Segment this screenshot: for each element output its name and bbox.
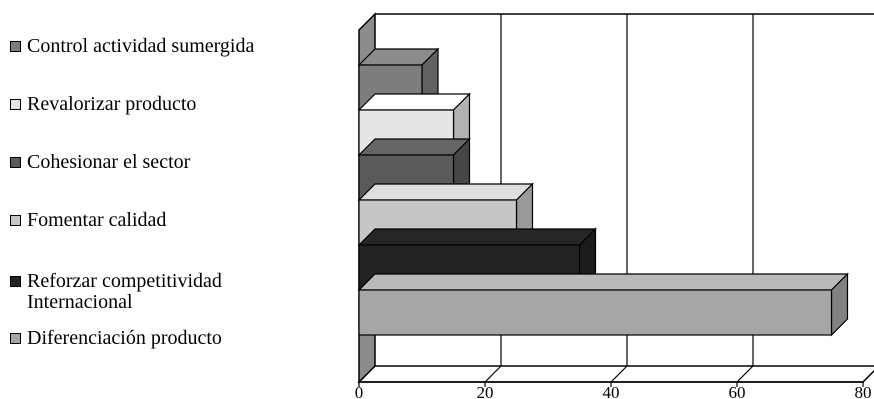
x-tick-label: 20 (477, 383, 494, 399)
legend-label: Fomentar calidad (27, 209, 167, 231)
x-tick-label: 40 (603, 383, 620, 399)
legend-item-revalorizar: Revalorizar producto (10, 94, 196, 115)
legend-item-control-actividad: Control actividad sumergida (10, 36, 254, 57)
legend-item-fomentar-calidad: Fomentar calidad (10, 210, 166, 231)
legend-item-cohesionar: Cohesionar el sector (10, 152, 190, 173)
floor-gridline (484, 365, 502, 383)
floor-gridline (862, 370, 874, 383)
chart-legend: Control actividad sumergida Revalorizar … (10, 0, 340, 399)
bar-cohesionar-el-sector-top (357, 138, 471, 156)
legend-item-diferenciacion: Diferenciación producto (10, 328, 222, 349)
legend-item-reforzar: Reforzar competitividad Internacional (10, 271, 222, 313)
bar-fomentar-calidad-top (357, 183, 534, 201)
x-tick-label: 60 (729, 383, 746, 399)
legend-swatch (10, 333, 21, 344)
legend-swatch (10, 276, 21, 287)
bar-revalorizar-producto-top (357, 93, 471, 111)
legend-swatch (10, 99, 21, 110)
bar-diferenciaci-n-producto-top (357, 273, 849, 291)
legend-swatch (10, 215, 21, 226)
bar-diferenciaci-n-producto (358, 289, 833, 336)
chart-floor (357, 365, 874, 383)
legend-label: Cohesionar el sector (27, 151, 191, 173)
legend-swatch (10, 41, 21, 52)
x-tick-label: 0 (355, 383, 364, 399)
legend-label: Control actividad sumergida (27, 35, 255, 57)
legend-label: Revalorizar producto (27, 93, 197, 115)
x-tick-label: 80 (855, 383, 872, 399)
floor-gridline (736, 365, 754, 383)
floor-gridline (610, 365, 628, 383)
legend-label: Reforzar competitividad Internacional (27, 270, 222, 313)
legend-label: Diferenciación producto (27, 327, 222, 349)
legend-swatch (10, 157, 21, 168)
bar-reforzar-competitividad-internacional-top (357, 228, 597, 246)
